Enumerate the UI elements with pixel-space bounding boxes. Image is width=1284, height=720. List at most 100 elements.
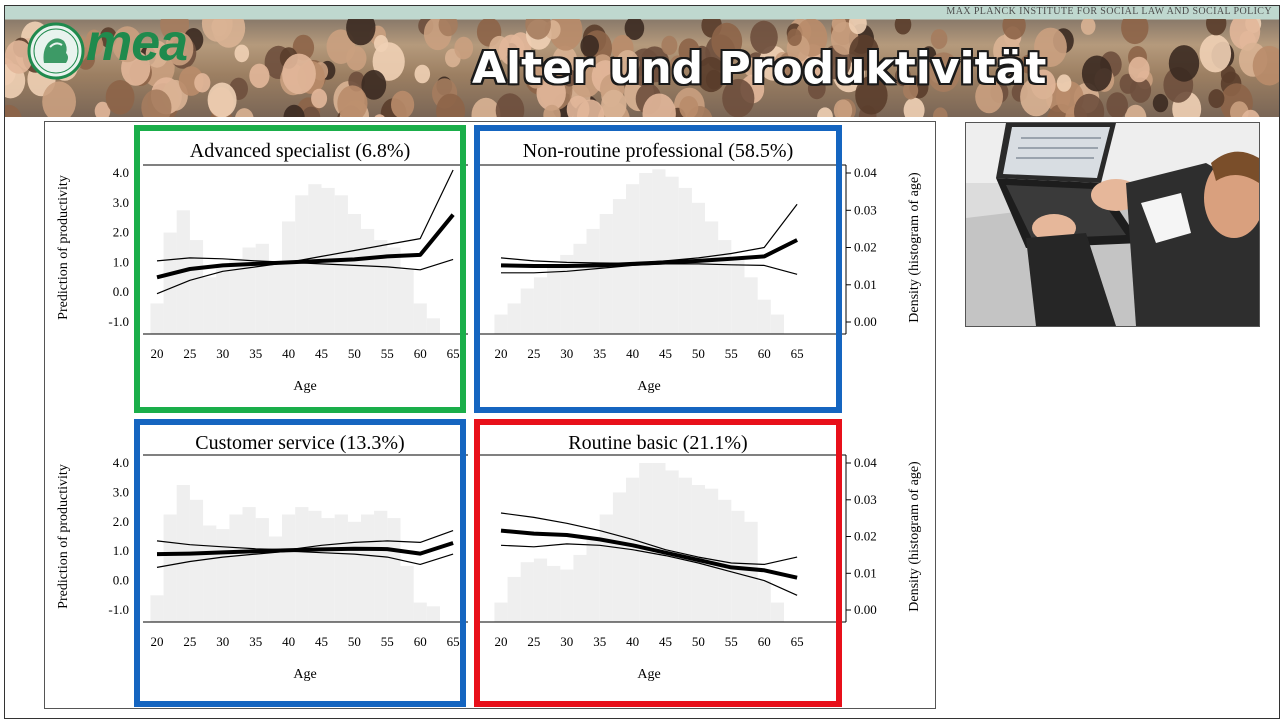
crowd-head xyxy=(1020,54,1036,74)
crowd-head xyxy=(235,108,254,117)
x-tick-label: 45 xyxy=(315,634,328,649)
crowd-head xyxy=(722,78,755,117)
crowd-head xyxy=(549,10,583,51)
crowd-head xyxy=(580,34,599,58)
histogram-bar xyxy=(586,228,600,334)
y-tick-label: 0.0 xyxy=(113,573,129,588)
crowd-head xyxy=(975,79,1003,114)
confidence-bound-line xyxy=(156,258,454,295)
y2-tick-label: 0.01 xyxy=(854,277,877,292)
crowd-head xyxy=(86,35,104,56)
mea-logo: mea xyxy=(86,14,188,72)
x-tick-label: 55 xyxy=(381,634,394,649)
crowd-head xyxy=(1128,56,1150,83)
histogram-bar xyxy=(533,558,548,622)
y2-tick-label: 0.04 xyxy=(854,165,877,180)
crowd-head xyxy=(42,81,76,117)
histogram-bar xyxy=(413,303,427,334)
x-tick-label: 40 xyxy=(626,346,639,361)
chart-3: 20 25 30 35 40 45 50 55 60 65 Age -1.0 0.0 1.0 2.0 3.0 4… xyxy=(56,419,468,707)
crowd-head xyxy=(1241,109,1260,117)
histogram-bar xyxy=(229,514,243,622)
crowd-head xyxy=(601,89,627,117)
histogram-bar xyxy=(163,232,177,334)
x-tick-label: 25 xyxy=(183,346,196,361)
histogram-bar xyxy=(744,277,758,334)
histogram-bar xyxy=(494,314,508,334)
y2-tick-label: 0.02 xyxy=(854,529,877,544)
histogram-bar xyxy=(413,602,427,622)
x-tick-label: 40 xyxy=(282,346,295,361)
x-tick-label: 65 xyxy=(791,346,804,361)
crowd-head xyxy=(903,81,919,100)
y2-axis-label: Density (histogram of age) xyxy=(907,461,922,612)
crowd-head xyxy=(562,69,577,87)
crowd-head xyxy=(4,40,33,74)
x-tick-label: 50 xyxy=(348,634,361,649)
crowd-head xyxy=(337,85,368,117)
crowd-head xyxy=(642,93,676,117)
x-tick-label: 45 xyxy=(315,346,328,361)
slide-title: Alter und Produktivität xyxy=(472,43,1047,94)
crowd-head xyxy=(894,14,912,35)
histogram-bar xyxy=(268,262,283,334)
x-axis-label: Age xyxy=(293,379,316,394)
laptop-photo xyxy=(965,122,1260,327)
histogram-bar xyxy=(255,518,269,622)
crowd-head xyxy=(526,65,546,89)
chart-4: 20 25 30 35 40 45 50 55 60 65 Age 0.00 0.01 0.02 0.03 0… xyxy=(474,419,922,707)
crowd-head xyxy=(1074,93,1105,117)
histogram-bar xyxy=(361,514,375,622)
y2-axis-label: Density (histogram of age) xyxy=(907,172,922,323)
histogram-bar xyxy=(626,184,640,334)
crowd-head xyxy=(750,20,778,54)
y-tick-label: 3.0 xyxy=(113,484,129,499)
estimate-line xyxy=(156,541,454,557)
histogram-bar xyxy=(718,499,732,623)
histogram-bar xyxy=(678,477,692,622)
x-tick-label: 30 xyxy=(216,634,229,649)
x-tick-label: 40 xyxy=(282,634,295,649)
histogram-bar xyxy=(282,514,296,622)
crowd-head xyxy=(711,22,743,60)
highlight-frame xyxy=(134,419,466,707)
confidence-bound-line xyxy=(500,512,798,565)
laptop-user-image xyxy=(966,123,1259,326)
histogram-bar xyxy=(494,602,508,622)
histogram-bar xyxy=(347,521,361,622)
histogram-bar xyxy=(599,214,613,334)
crowd-head xyxy=(679,96,699,117)
confidence-bound-line xyxy=(501,263,798,275)
x-tick-label: 30 xyxy=(560,346,573,361)
crowd-head xyxy=(1124,104,1147,117)
y2-tick-label: 0.03 xyxy=(854,202,877,217)
crowd-head xyxy=(1020,77,1053,117)
y-axis-label: Prediction of productivity xyxy=(56,464,71,609)
confidence-bound-line xyxy=(500,543,798,596)
crowd-head xyxy=(639,46,670,83)
crowd-head xyxy=(1106,92,1128,117)
y-tick-label: -1.0 xyxy=(108,314,129,329)
x-tick-label: 45 xyxy=(659,634,672,649)
x-tick-label: 60 xyxy=(758,346,771,361)
histogram-bar xyxy=(639,173,653,334)
x-tick-label: 55 xyxy=(381,346,394,361)
crowd-head xyxy=(346,46,367,71)
histogram-bar xyxy=(705,221,719,334)
histogram-bar xyxy=(189,240,204,334)
histogram-bar xyxy=(665,470,679,622)
y-tick-label: 1.0 xyxy=(113,543,129,558)
histogram-bar xyxy=(744,521,758,622)
x-axis-label: Age xyxy=(293,667,316,682)
x-tick-label: 65 xyxy=(447,634,460,649)
crowd-photo-background xyxy=(4,5,1280,117)
crowd-head xyxy=(112,26,143,63)
histogram-bar xyxy=(560,569,574,622)
histogram-bar xyxy=(573,554,587,622)
crowd-head xyxy=(1081,55,1112,92)
chart-title: Non-routine professional (58.5%) xyxy=(523,140,794,162)
crowd-head xyxy=(577,99,605,117)
crowd-head xyxy=(454,36,474,60)
crowd-head xyxy=(105,80,135,115)
crowd-head xyxy=(374,114,385,117)
